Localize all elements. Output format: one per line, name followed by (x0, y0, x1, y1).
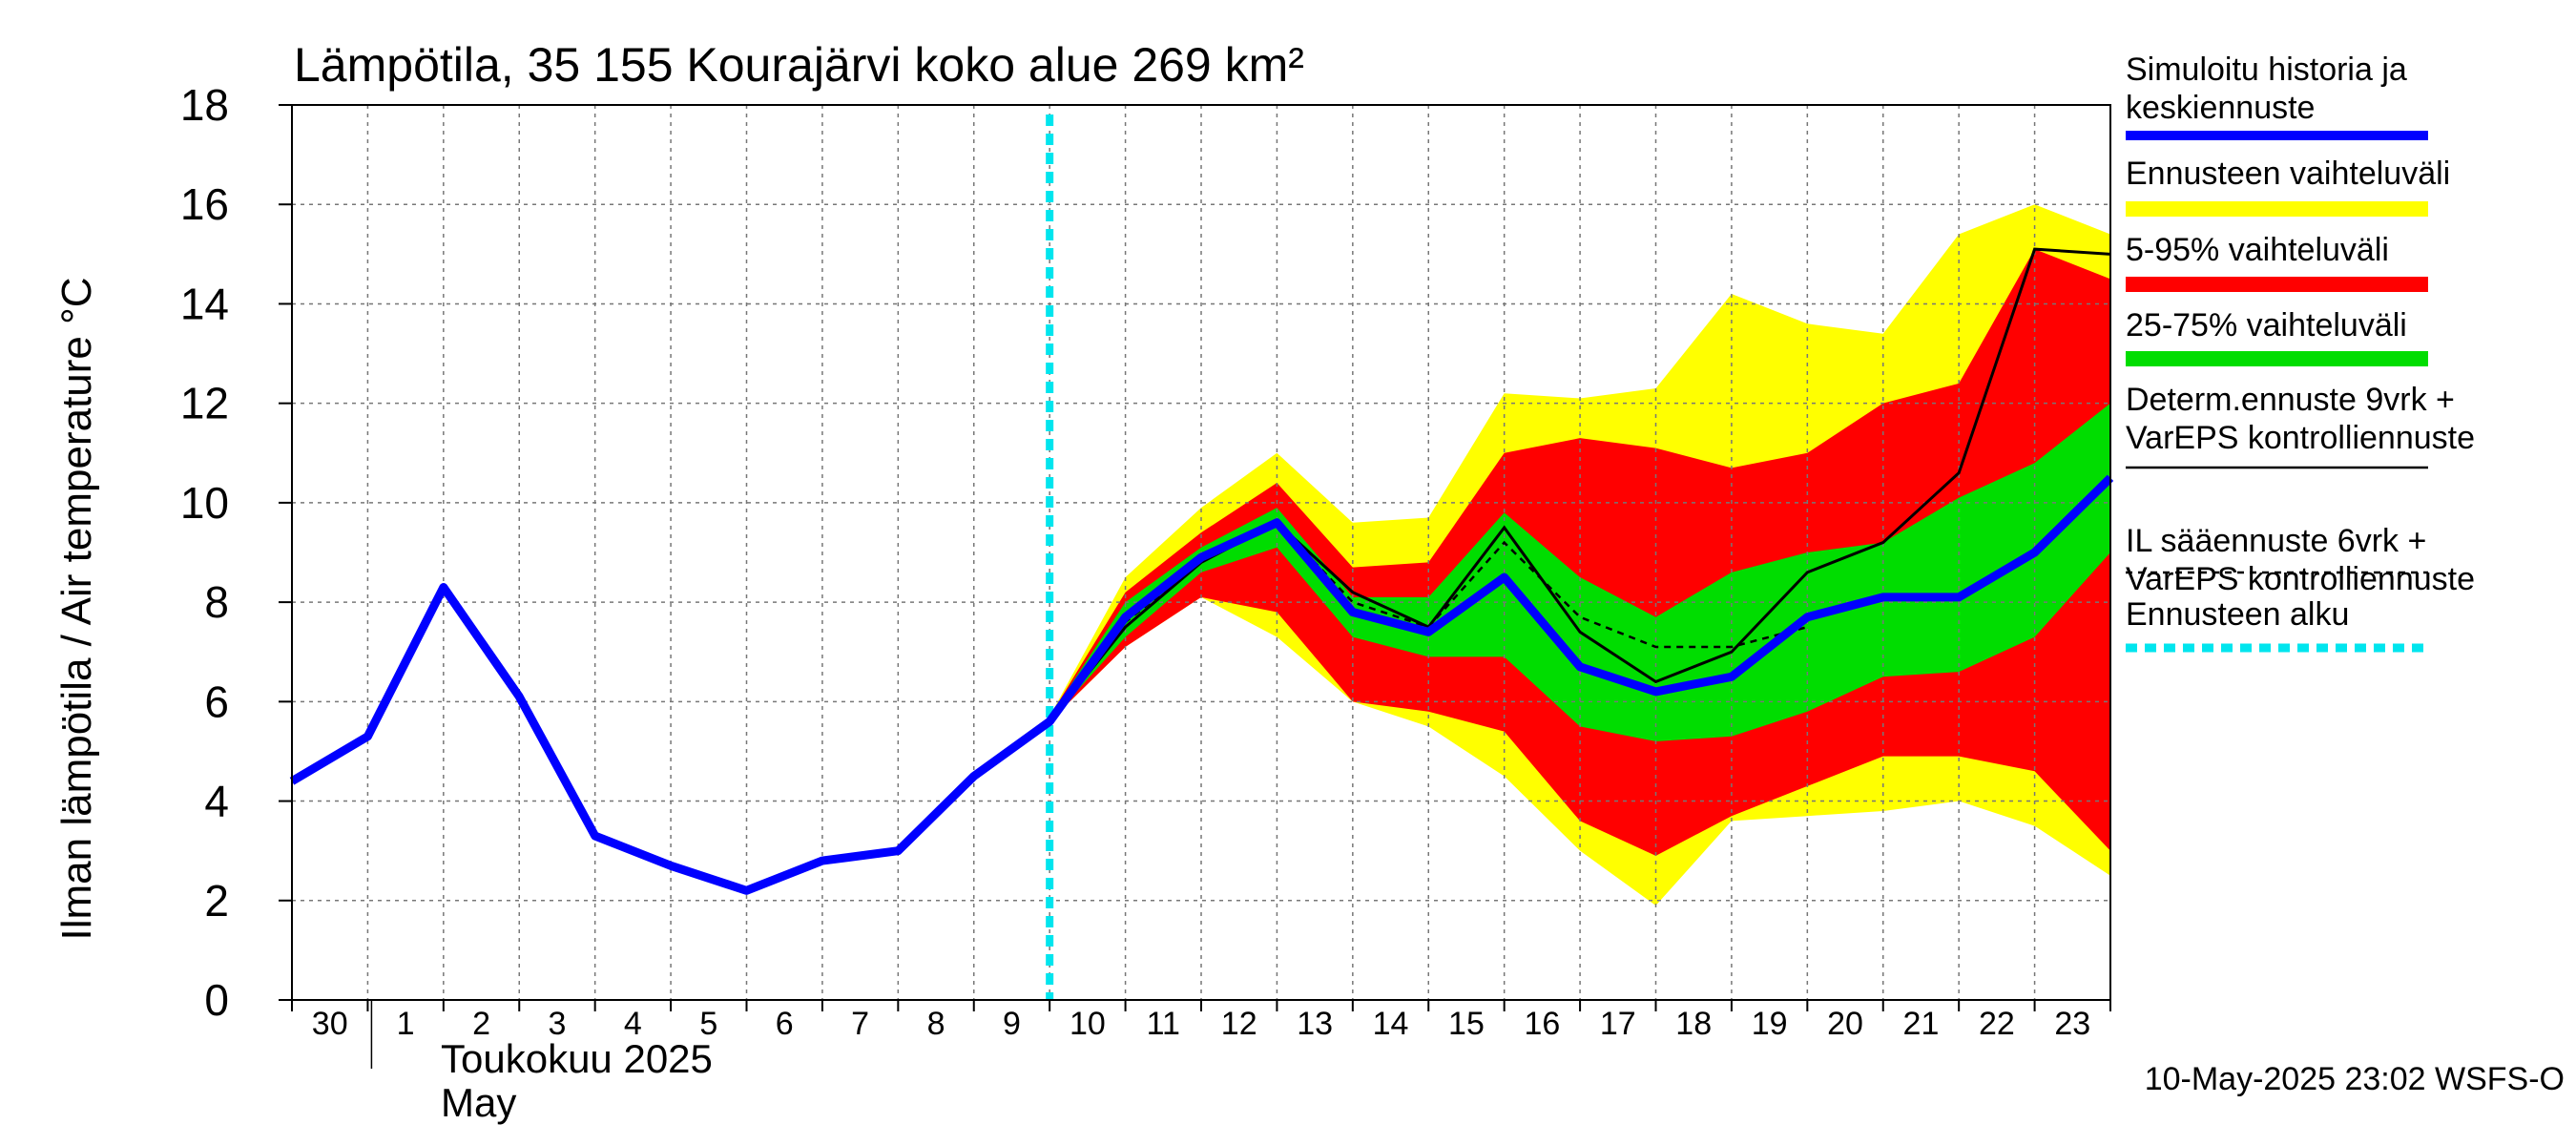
y-tick-label: 4 (204, 777, 229, 826)
x-axis-month-label-en: May (441, 1080, 516, 1125)
x-tick-label: 20 (1827, 1006, 1863, 1042)
legend-label: Simuloitu historia ja (2126, 52, 2407, 88)
x-tick-label: 21 (1903, 1006, 1940, 1042)
y-tick-label: 2 (204, 876, 229, 926)
y-tick-label: 16 (180, 179, 229, 229)
x-tick-label: 2 (472, 1006, 490, 1042)
footer-timestamp: 10-May-2025 23:02 WSFS-O (2145, 1061, 2565, 1097)
x-tick-label: 6 (776, 1006, 794, 1042)
legend-item-full-range: Ennusteen vaihteluväli (2126, 156, 2450, 217)
x-tick-label: 18 (1675, 1006, 1712, 1042)
series-lines (289, 114, 2114, 1000)
x-tick-label: 30 (312, 1006, 348, 1042)
legend-label: keskiennuste (2126, 90, 2315, 126)
y-tick-label: 12 (180, 379, 229, 428)
x-tick-label: 19 (1752, 1006, 1788, 1042)
x-tick-label: 5 (699, 1006, 717, 1042)
y-tick-label: 8 (204, 577, 229, 627)
x-tick-label: 22 (1979, 1006, 2015, 1042)
x-axis: 30 1 2 3 4 5 6 7 8 9 10 11 12 13 14 15 16 17 18 19 20 21 22 23 (291, 1000, 2111, 1069)
legend-item-determ: Determ.ennuste 9vrk +VarEPS kontrollienn… (2126, 382, 2475, 469)
history-mean-line (289, 474, 2114, 895)
legend-label: 5-95% vaihteluväli (2126, 232, 2389, 268)
legend-label: 25-75% vaihteluväli (2126, 307, 2407, 344)
x-axis-month-label: Toukokuu 2025 (441, 1036, 713, 1081)
y-tick-label: 10 (180, 478, 229, 528)
grid-lines (292, 105, 2110, 1000)
x-tick-label: 4 (624, 1006, 642, 1042)
x-tick-label: 7 (851, 1006, 869, 1042)
legend-item-il: IL sääennuste 6vrk + VarEPS kontrollienn… (2126, 523, 2475, 597)
x-tick-label: 9 (1003, 1006, 1021, 1042)
y-axis: 0 2 4 6 8 10 12 14 16 18 (180, 80, 292, 1025)
chart-title: Lämpötila, 35 155 Kourajärvi koko alue 2… (294, 38, 1304, 92)
x-tick-label: 16 (1524, 1006, 1560, 1042)
x-tick-label: 14 (1373, 1006, 1409, 1042)
x-tick-label: 10 (1070, 1006, 1106, 1042)
y-tick-label: 6 (204, 677, 229, 726)
legend-label: VarEPS kontrolliennuste (2126, 420, 2475, 456)
y-tick-label: 0 (204, 975, 229, 1025)
x-tick-label: 12 (1221, 1006, 1257, 1042)
legend-label: IL sääennuste 6vrk + (2126, 523, 2426, 559)
y-tick-label: 18 (180, 80, 229, 130)
x-tick-label: 15 (1448, 1006, 1485, 1042)
y-axis-label: Ilman lämpötila / Air temperature °C (53, 278, 100, 941)
legend-label: Ennusteen vaihteluväli (2126, 156, 2450, 192)
legend-label: VarEPS kontrolliennuste (2126, 561, 2475, 597)
x-tick-label: 8 (927, 1006, 945, 1042)
legend-item-p5-95: 5-95% vaihteluväli (2126, 232, 2428, 292)
x-tick-label: 11 (1147, 1006, 1180, 1042)
legend-label: Determ.ennuste 9vrk + (2126, 382, 2455, 418)
band-p25-75 (1049, 403, 2110, 742)
legend-label: Ennusteen alku (2126, 596, 2349, 633)
legend-item-start: Ennusteen alku (2126, 596, 2428, 653)
x-tick-label: 17 (1600, 1006, 1636, 1042)
y-tick-label: 14 (180, 279, 229, 328)
x-tick-label: 23 (2054, 1006, 2090, 1042)
legend-item-p25-75: 25-75% vaihteluväli (2126, 307, 2428, 366)
x-tick-label: 1 (397, 1006, 415, 1042)
x-tick-label: 13 (1297, 1006, 1333, 1042)
x-tick-label: 3 (548, 1006, 566, 1042)
